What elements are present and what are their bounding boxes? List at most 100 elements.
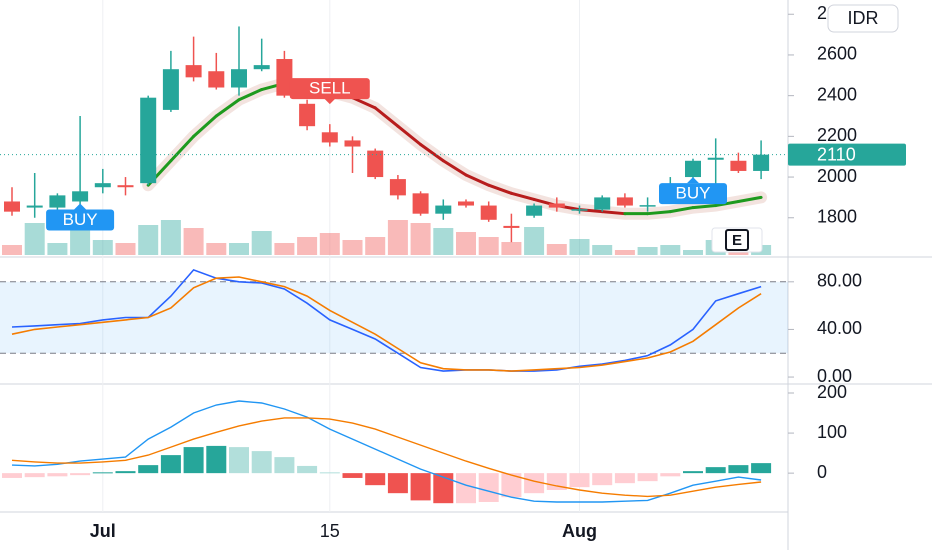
histogram-bar	[47, 473, 68, 477]
ma-segment	[487, 183, 513, 195]
ma-segment	[214, 98, 241, 118]
histogram-bar	[24, 473, 45, 478]
volume-bar	[138, 225, 159, 255]
volume-bar	[569, 239, 590, 255]
event-badge-label: E	[732, 232, 742, 249]
candle-body	[730, 160, 747, 171]
histogram-bar	[614, 473, 635, 484]
y-tick-label: 200	[817, 382, 847, 402]
volume-bar	[456, 232, 476, 255]
volume-bar	[410, 223, 431, 255]
volume-bar	[115, 243, 136, 255]
volume-bar	[683, 250, 703, 255]
volume-bar	[546, 244, 567, 255]
candle-body	[594, 197, 611, 210]
candle-body	[503, 225, 520, 228]
y-tick-label: 0.00	[817, 366, 852, 386]
ma-segment	[373, 106, 400, 128]
candle-body	[707, 157, 724, 160]
x-tick-label: Aug	[562, 521, 597, 541]
histogram-bar	[433, 473, 454, 504]
candle-body	[367, 150, 384, 178]
volume-bar	[478, 237, 499, 255]
histogram-bar	[160, 455, 181, 474]
series-line	[11, 268, 762, 372]
volume-bar	[160, 220, 181, 255]
histogram-bar	[70, 473, 91, 476]
candle-body	[526, 205, 543, 216]
signal-box	[659, 183, 727, 205]
volume-bar	[2, 245, 22, 255]
histogram-bar	[637, 473, 658, 482]
candle-body	[49, 195, 66, 208]
volume-bar	[183, 228, 204, 255]
signal-arrow	[687, 177, 699, 184]
volume-bar	[524, 227, 545, 255]
volume-bar	[592, 245, 613, 255]
ma-segment	[419, 142, 445, 163]
candle-body	[616, 197, 633, 206]
histogram-bar	[92, 472, 113, 474]
volume-bar	[501, 242, 522, 255]
histogram-bar	[274, 457, 295, 474]
series-line	[11, 276, 762, 372]
volume-bar	[365, 237, 386, 255]
histogram-bar	[524, 473, 545, 494]
currency-box	[827, 4, 899, 33]
y-tick-label: 40.00	[817, 318, 862, 338]
candle-body	[389, 179, 406, 196]
volume-bar	[433, 228, 454, 255]
candle-body	[458, 201, 474, 206]
histogram-bar	[501, 473, 522, 498]
ma-segment	[600, 210, 627, 216]
candle-body	[162, 69, 179, 110]
histogram-bar	[387, 473, 408, 494]
candle-body	[639, 205, 656, 207]
histogram-bar	[660, 473, 681, 477]
histogram-bar	[297, 465, 318, 474]
y-tick-label: 80.00	[817, 271, 862, 291]
last-price-box	[788, 143, 906, 166]
ma-segment	[691, 204, 718, 210]
volume-bar	[92, 240, 113, 255]
histogram-bar	[569, 473, 590, 488]
histogram-bar	[592, 473, 613, 486]
histogram-bar	[751, 463, 772, 474]
candle-body	[276, 59, 293, 96]
x-tick-label: 15	[320, 521, 340, 541]
signal-label: BUY	[63, 210, 98, 229]
signal-arrow	[323, 98, 336, 105]
signal-label: BUY	[676, 184, 711, 203]
candle-body	[753, 154, 770, 171]
histogram-bar	[456, 473, 476, 504]
candle-body	[117, 185, 134, 188]
candle-body	[435, 205, 452, 214]
ma-segment	[351, 96, 377, 110]
candle-body	[140, 97, 157, 184]
volume-bar	[70, 225, 91, 255]
histogram-bar	[410, 473, 431, 501]
candle-body	[480, 205, 497, 220]
volume-bar	[297, 237, 318, 255]
ma-segment	[509, 191, 536, 201]
candle-body	[299, 103, 316, 127]
x-tick-label: Jul	[90, 521, 116, 541]
series-line	[11, 417, 762, 498]
histogram-bar	[478, 473, 499, 502]
candle-body	[231, 69, 247, 88]
ma-segment	[668, 206, 695, 214]
last-price-label: 2110	[817, 144, 856, 164]
candle-body	[208, 71, 225, 88]
currency-label: IDR	[848, 8, 879, 28]
ma-segment	[441, 159, 468, 177]
histogram-bar	[319, 472, 340, 474]
histogram-bar	[138, 465, 159, 474]
candle-body	[412, 193, 429, 214]
ma-segment	[237, 88, 264, 102]
volume-bar	[637, 247, 658, 255]
histogram-bar	[2, 473, 22, 478]
candle-body	[548, 203, 565, 208]
histogram-bar	[683, 471, 703, 474]
histogram-bar	[229, 447, 249, 474]
